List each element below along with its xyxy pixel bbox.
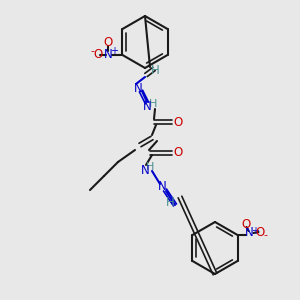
Text: O: O [255, 226, 264, 239]
Text: O: O [173, 116, 183, 128]
Text: N: N [142, 100, 152, 113]
Text: O: O [173, 146, 183, 160]
Text: N: N [104, 49, 113, 62]
Text: H: H [151, 64, 159, 76]
Text: +: + [110, 46, 118, 56]
Text: O: O [241, 218, 250, 232]
Text: H: H [149, 99, 157, 109]
Text: N: N [141, 164, 149, 176]
Text: -: - [91, 46, 94, 56]
Text: +: + [251, 226, 260, 236]
Text: N: N [245, 226, 254, 239]
Text: O: O [104, 37, 113, 50]
Text: N: N [134, 82, 142, 94]
Text: H: H [146, 162, 154, 172]
Text: H: H [166, 196, 174, 208]
Text: O: O [94, 49, 103, 62]
Text: -: - [263, 230, 268, 240]
Text: N: N [158, 181, 166, 194]
